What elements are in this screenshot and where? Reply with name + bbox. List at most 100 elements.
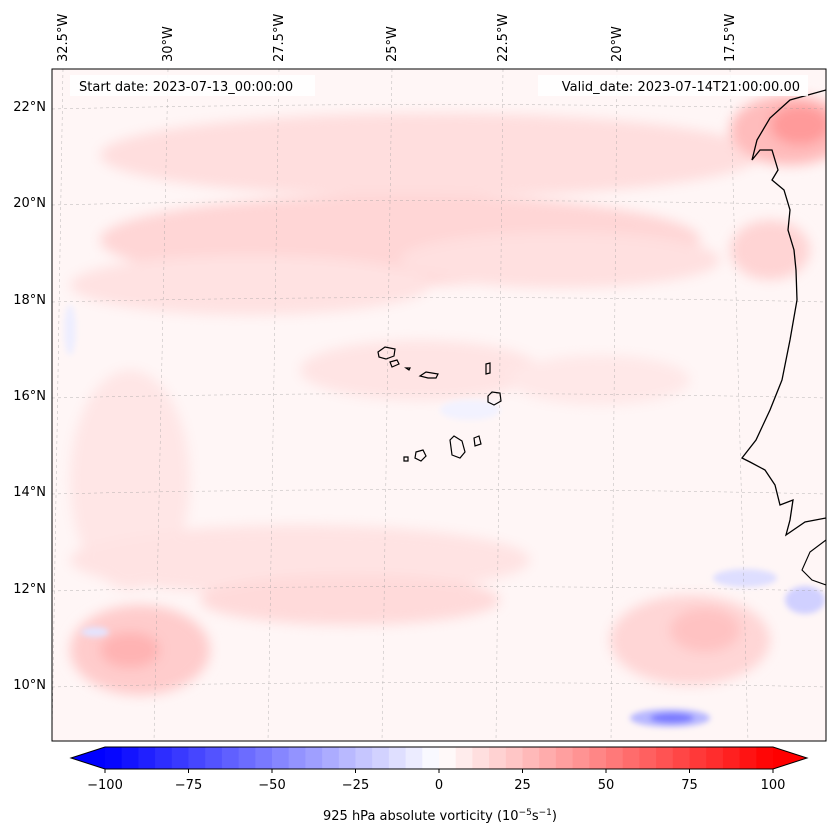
longitude-label: 20°W: [610, 26, 625, 62]
colorbar-segment: [405, 747, 423, 769]
colorbar-segment: [372, 747, 390, 769]
colorbar-segment: [221, 747, 239, 769]
colorbar-segment: [572, 747, 590, 769]
meridian-line: [153, 69, 169, 741]
colorbar-segment: [606, 747, 624, 769]
colorbar-label: 925 hPa absolute vorticity (10−5s−1): [323, 808, 557, 824]
colorbar-segment: [689, 747, 707, 769]
colorbar-tick-label: −25: [342, 778, 369, 793]
cape-verde-islands: [377, 346, 502, 462]
map-area: Start date: 2023-07-13_00:00:00 Valid_da…: [52, 69, 826, 741]
colorbar-tick-label: 100: [761, 778, 786, 793]
colorbar-segment: [672, 747, 690, 769]
colorbar-extend-min: [71, 747, 105, 769]
coastline-africa: [741, 89, 826, 537]
longitude-label: 25°W: [385, 26, 400, 62]
colorbar-segment: [155, 747, 173, 769]
map-frame: [51, 68, 827, 742]
longitude-labels: 32.5°W 30°W 27.5°W 25°W 22.5°W 20°W 17.5°W: [56, 14, 738, 62]
colorbar-segment: [555, 747, 573, 769]
colorbar-segment: [505, 747, 523, 769]
latitude-label: 10°N: [13, 678, 46, 693]
colorbar-segment: [439, 747, 457, 769]
longitude-label: 22.5°W: [496, 14, 511, 62]
meridian-line: [495, 69, 504, 741]
colorbar-tick-label: −100: [87, 778, 123, 793]
colorbar-extend-max: [773, 747, 807, 769]
colorbar-segment: [539, 747, 557, 769]
colorbar-segment: [706, 747, 724, 769]
island-boa-vista: [487, 391, 502, 406]
colorbar-segment: [238, 747, 256, 769]
colorbar-segment: [338, 747, 356, 769]
island-sao-nicolau: [418, 371, 439, 379]
colorbar-tick-label: 75: [681, 778, 698, 793]
colorbar-segment: [522, 747, 540, 769]
colorbar: [69, 746, 809, 770]
colorbar-segment: [489, 747, 507, 769]
island-brava: [403, 456, 409, 462]
longitude-label: 27.5°W: [272, 14, 287, 62]
island-maio: [473, 435, 482, 447]
parallel-line: [52, 682, 826, 688]
longitude-label: 17.5°W: [723, 14, 738, 62]
valid-date-text: Valid_date: 2023-07-14T21:00:00.00: [562, 80, 800, 95]
island-santo-antao: [377, 346, 396, 360]
island-fogo: [414, 449, 427, 462]
latitude-label: 12°N: [13, 582, 46, 597]
latitude-label: 18°N: [13, 293, 46, 308]
colorbar-segment: [255, 747, 273, 769]
parallel-line: [52, 393, 826, 399]
colorbar-ticks: −100 −75 −50 −25 0 25 50 75 100: [87, 769, 785, 793]
island-sal: [485, 362, 491, 375]
colorbar-tick-label: −75: [175, 778, 202, 793]
parallel-line: [52, 200, 826, 206]
negative-vorticity-patches: [64, 305, 825, 727]
colorbar-segment: [305, 747, 323, 769]
colorbar-segment: [622, 747, 640, 769]
meridian-line: [52, 69, 64, 741]
colorbar-segment: [171, 747, 189, 769]
coastline-guinea: [801, 539, 826, 586]
gridlines: [52, 69, 826, 741]
colorbar-tick-label: 25: [514, 778, 531, 793]
island-sao-vicente: [389, 359, 400, 368]
latitude-label: 16°N: [13, 389, 46, 404]
longitude-label: 30°W: [161, 26, 176, 62]
colorbar-segment: [739, 747, 757, 769]
colorbar-segment: [121, 747, 139, 769]
colorbar-segment: [355, 747, 373, 769]
parallel-line: [52, 586, 826, 592]
colorbar-segment: [288, 747, 306, 769]
vorticity-field: [70, 95, 826, 695]
latitude-label: 14°N: [13, 485, 46, 500]
meridian-line: [729, 69, 749, 741]
colorbar-segment: [322, 747, 340, 769]
colorbar-segment: [388, 747, 406, 769]
island-santa-luzia: [404, 367, 411, 371]
colorbar-segment: [639, 747, 657, 769]
colorbar-segment: [205, 747, 223, 769]
meridian-line: [267, 69, 280, 741]
colorbar-tick-label: 0: [435, 778, 443, 793]
colorbar-tick-label: −50: [258, 778, 285, 793]
colorbar-segment: [589, 747, 607, 769]
colorbar-segment: [188, 747, 206, 769]
colorbar-segment: [272, 747, 290, 769]
colorbar-segment: [455, 747, 473, 769]
parallel-line: [52, 489, 826, 495]
start-date-box: [70, 75, 315, 96]
latitude-labels: 22°N 20°N 18°N 16°N 14°N 12°N 10°N: [13, 100, 46, 693]
colorbar-segment: [472, 747, 490, 769]
latitude-label: 20°N: [13, 196, 46, 211]
parallel-line: [52, 104, 826, 110]
colorbar-segment: [756, 747, 774, 769]
colorbar-segment: [722, 747, 740, 769]
valid-date-box: [538, 75, 808, 96]
colorbar-tick-label: 50: [598, 778, 615, 793]
longitude-label: 32.5°W: [56, 14, 71, 62]
island-santiago: [449, 435, 466, 459]
colorbar-segment: [138, 747, 156, 769]
meridian-line: [610, 69, 618, 741]
start-date-text: Start date: 2023-07-13_00:00:00: [79, 80, 293, 95]
